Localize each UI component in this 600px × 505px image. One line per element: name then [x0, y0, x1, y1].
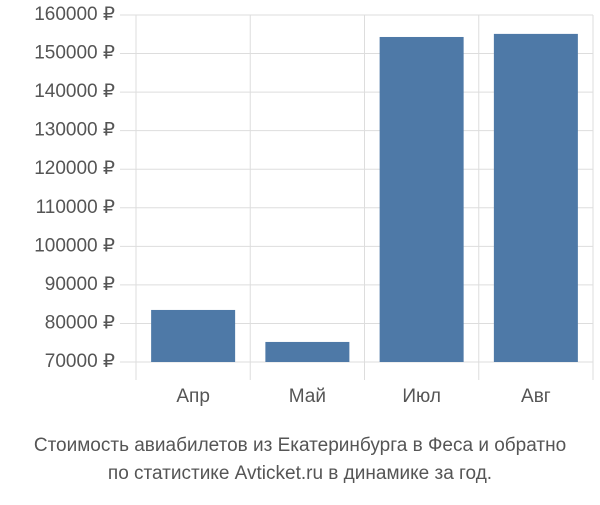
bar	[493, 33, 578, 363]
bar	[151, 309, 236, 362]
x-tick-label: Авг	[521, 386, 551, 407]
y-tick-label: 160000 ₽	[34, 4, 115, 25]
y-tick-label: 80000 ₽	[45, 312, 115, 333]
x-tick-label: Апр	[176, 386, 210, 407]
y-tick-label: 150000 ₽	[34, 43, 115, 64]
x-tick-label: Май	[289, 386, 326, 407]
chart-title: по статистике Avticket.ru в динамике за …	[108, 463, 492, 484]
chart-title: Стоимость авиабилетов из Екатеринбурга в…	[34, 435, 566, 456]
y-tick-label: 140000 ₽	[34, 81, 115, 102]
y-tick-label: 130000 ₽	[34, 120, 115, 141]
y-tick-label: 110000 ₽	[36, 197, 115, 218]
x-tick-label: Июл	[402, 386, 441, 407]
y-tick-label: 120000 ₽	[34, 158, 115, 179]
y-tick-label: 70000 ₽	[45, 351, 115, 372]
y-tick-label: 90000 ₽	[45, 274, 115, 295]
bar	[379, 36, 464, 363]
bar	[265, 341, 350, 362]
y-tick-label: 100000 ₽	[34, 235, 115, 256]
